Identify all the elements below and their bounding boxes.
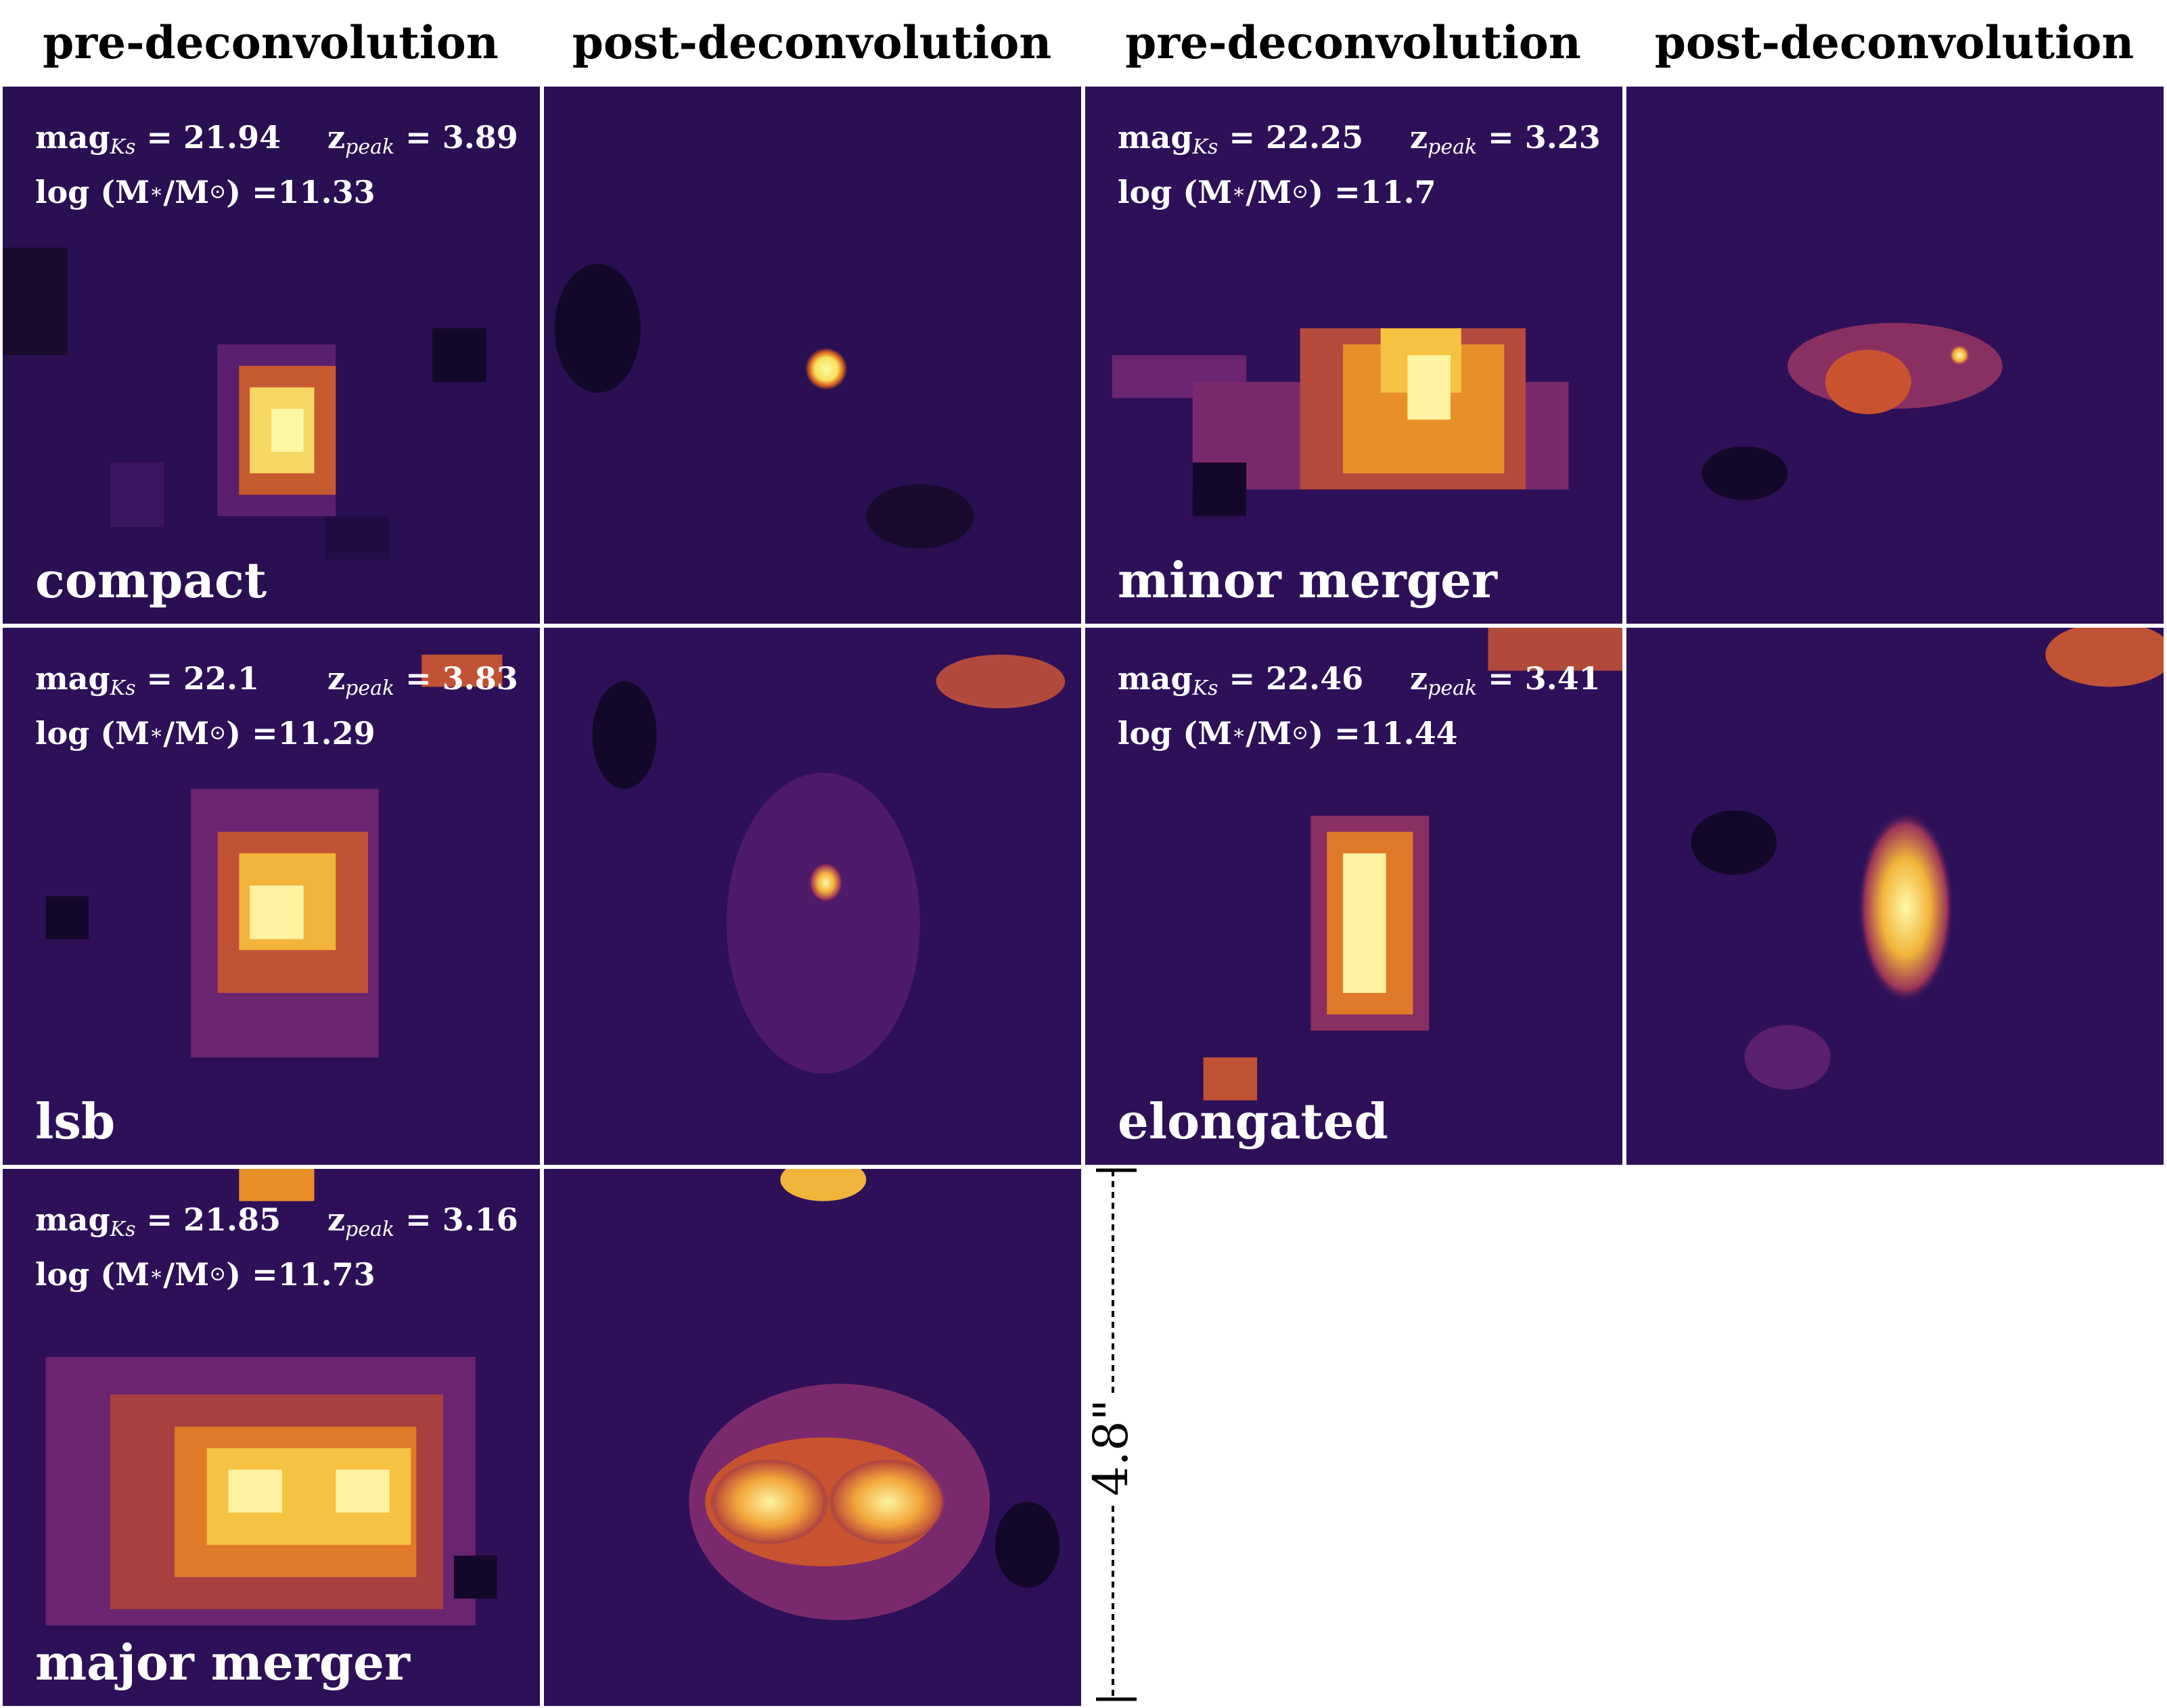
- redshift-readout: zpeak = 3.23: [1410, 119, 1601, 159]
- redshift-readout: zpeak = 3.83: [327, 660, 518, 700]
- magnitude-readout: magKs = 22.1: [35, 660, 260, 700]
- panel-info-major-merger: magKs = 21.85 zpeak = 3.16 log (M ∗/M ⊙) =…: [35, 1197, 526, 1297]
- post-deconvolution-image-compact: [544, 87, 1081, 624]
- pre-deconvolution-image-lsb: magKs = 22.1 zpeak = 3.83 log (M ∗/M ⊙) = …: [3, 628, 540, 1165]
- class-label-major-merger: major merger: [35, 1634, 410, 1691]
- stellar-mass-readout: log (M ∗/M ⊙) = 11.29: [35, 715, 375, 752]
- redshift-readout: zpeak = 3.41: [1410, 660, 1601, 700]
- class-label-minor-merger: minor merger: [1118, 551, 1497, 609]
- class-label-lsb: lsb: [35, 1092, 116, 1150]
- pre-deconvolution-image-compact: magKs = 21.94 zpeak = 3.89 log (M ∗/M ⊙) =…: [3, 87, 540, 624]
- scale-bar-label: 4.8": [1083, 1393, 1139, 1502]
- class-label-elongated: elongated: [1118, 1092, 1388, 1150]
- redshift-readout: zpeak = 3.89: [327, 119, 518, 159]
- pre-deconvolution-image-minor-merger: magKs = 22.25 zpeak = 3.23 log (M ∗/M ⊙) =…: [1085, 87, 1622, 624]
- magnitude-readout: magKs = 21.94: [35, 119, 281, 159]
- stellar-mass-readout: log (M ∗/M ⊙) = 11.33: [35, 174, 375, 210]
- panel-info-elongated: magKs = 22.46 zpeak = 3.41 log (M ∗/M ⊙) =…: [1118, 656, 1609, 756]
- magnitude-readout: magKs = 22.25: [1118, 119, 1364, 159]
- column-header-1: pre-deconvolution: [43, 16, 499, 69]
- column-header-3: pre-deconvolution: [1125, 16, 1581, 69]
- panel-info-minor-merger: magKs = 22.25 zpeak = 3.23 log (M ∗/M ⊙) =…: [1118, 115, 1609, 214]
- column-header-4: post-deconvolution: [1654, 16, 2135, 69]
- panel-info-compact: magKs = 21.94 zpeak = 3.89 log (M ∗/M ⊙) =…: [35, 115, 526, 214]
- post-deconvolution-image-minor-merger: [1626, 87, 2164, 624]
- post-deconvolution-image-lsb: [544, 628, 1081, 1165]
- post-deconvolution-image-major-merger: [544, 1169, 1081, 1706]
- post-deconvolution-image-elongated: [1626, 628, 2164, 1165]
- stellar-mass-readout: log (M ∗/M ⊙) = 11.73: [35, 1256, 375, 1293]
- column-header-2: post-deconvolution: [572, 16, 1052, 69]
- class-label-compact: compact: [35, 551, 267, 609]
- magnitude-readout: magKs = 22.46: [1118, 660, 1364, 700]
- pre-deconvolution-image-elongated: magKs = 22.46 zpeak = 3.41 log (M ∗/M ⊙) =…: [1085, 628, 1622, 1165]
- magnitude-readout: magKs = 21.85: [35, 1201, 281, 1241]
- pre-deconvolution-image-major-merger: magKs = 21.85 zpeak = 3.16 log (M ∗/M ⊙) =…: [3, 1169, 540, 1706]
- panel-info-lsb: magKs = 22.1 zpeak = 3.83 log (M ∗/M ⊙) = …: [35, 656, 526, 756]
- stellar-mass-readout: log (M ∗/M ⊙) = 11.7: [1118, 174, 1436, 210]
- stellar-mass-readout: log (M ∗/M ⊙) = 11.44: [1118, 715, 1458, 752]
- redshift-readout: zpeak = 3.16: [327, 1201, 518, 1241]
